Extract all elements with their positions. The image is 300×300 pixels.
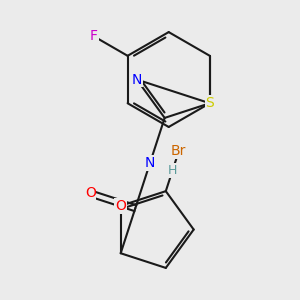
Text: O: O (115, 199, 126, 213)
Text: O: O (85, 187, 96, 200)
Text: N: N (145, 156, 155, 170)
Text: N: N (132, 73, 142, 86)
Text: S: S (206, 96, 214, 110)
Text: F: F (90, 29, 98, 43)
Text: Br: Br (171, 144, 186, 158)
Text: H: H (168, 164, 177, 177)
